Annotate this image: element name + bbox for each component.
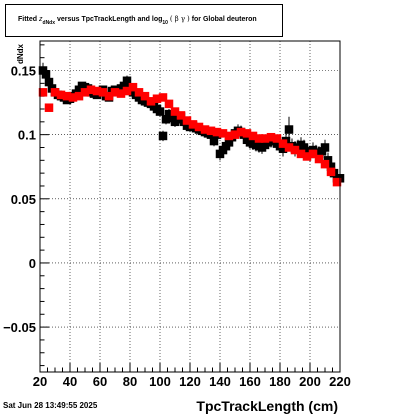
data-point [80, 88, 90, 97]
data-point [122, 86, 132, 96]
data-point [155, 107, 165, 116]
data-point [308, 149, 318, 159]
x-tick-label: 140 [209, 374, 231, 389]
y-tick-label: 0.15 [11, 64, 36, 79]
data-point [224, 131, 234, 141]
x-tick-label: 60 [93, 374, 107, 389]
data-point [278, 144, 288, 154]
data-point [230, 130, 240, 139]
x-tick-label: 200 [299, 374, 321, 389]
x-tick-label: 160 [239, 374, 261, 389]
data-point [41, 70, 51, 79]
data-point [110, 88, 120, 97]
footer-datetime: Sat Jun 28 13:49:55 2025 [3, 401, 98, 410]
data-point [248, 131, 258, 141]
series-1 [38, 82, 342, 187]
data-point [116, 89, 126, 98]
data-point [284, 125, 294, 134]
y-tick-label: 0 [29, 256, 36, 271]
data-point [302, 152, 312, 161]
data-point [224, 138, 234, 147]
data-point [38, 88, 48, 97]
data-point [86, 85, 96, 95]
data-point [266, 132, 276, 142]
title-part2: versus TpcTrackLength and log [56, 16, 163, 23]
data-point [194, 122, 204, 132]
chart-title: Fitted zdNdx versus TpcTrackLength and l… [18, 15, 257, 26]
data-point [50, 88, 60, 97]
x-axis-title: TpcTrackLength (cm) [196, 398, 338, 414]
data-point [119, 81, 129, 91]
x-tick-label: 20 [33, 374, 47, 389]
data-point [152, 94, 162, 103]
data-point [146, 97, 156, 106]
data-point [62, 91, 72, 101]
data-point [284, 143, 294, 152]
data-point [104, 91, 114, 101]
title-part3: for Global deuteron [191, 16, 257, 23]
y-tick-label: −0.05 [3, 320, 36, 335]
data-point [332, 177, 342, 187]
y-axis-title: dNdx [16, 43, 25, 64]
data-point [326, 167, 336, 177]
data-point [158, 93, 168, 102]
plot-frame [39, 40, 341, 373]
data-point [218, 129, 228, 138]
data-point [176, 111, 186, 120]
data-point [92, 86, 102, 96]
x-tick-label: 180 [269, 374, 291, 389]
data-point [209, 136, 219, 146]
data-point [188, 120, 198, 129]
data-point [278, 139, 288, 148]
x-tick-label: 220 [329, 374, 351, 389]
y-tick-label: 0.05 [11, 192, 36, 207]
data-point [242, 129, 252, 138]
data-point [44, 103, 54, 112]
data-point [212, 127, 222, 137]
data-point [140, 91, 150, 101]
x-tick-label: 120 [179, 374, 201, 389]
data-point [296, 149, 306, 159]
data-point [200, 125, 210, 134]
title-box: Fitted zdNdx versus TpcTrackLength and l… [5, 4, 283, 37]
data-point [314, 154, 324, 164]
data-point [74, 91, 84, 101]
data-point [206, 126, 216, 136]
data-point [260, 134, 270, 143]
x-tick-label: 80 [123, 374, 137, 389]
y-tick-label: 0.1 [18, 128, 36, 143]
x-tick-label: 40 [63, 374, 77, 389]
data-point [68, 93, 78, 102]
title-greek: β γ [174, 15, 186, 23]
data-point [326, 162, 336, 171]
data-point [161, 115, 171, 124]
data-point [98, 88, 108, 97]
data-point [170, 107, 180, 116]
data-point [182, 116, 192, 125]
data-point [290, 145, 300, 155]
data-point [320, 143, 330, 152]
data-point [44, 77, 54, 87]
data-point [128, 82, 138, 92]
data-point [56, 90, 66, 100]
title-paren-open: ( [169, 15, 173, 23]
data-point [158, 131, 168, 141]
x-tick-label: 100 [149, 374, 171, 389]
title-part1: Fitted [18, 16, 38, 23]
data-point [320, 159, 330, 169]
data-point [254, 134, 264, 143]
title-var-sub: dNdx [42, 20, 56, 26]
data-point [134, 88, 144, 97]
data-point [272, 134, 282, 143]
data-point [122, 76, 132, 86]
data-point [236, 127, 246, 137]
title-var: z [39, 16, 43, 23]
title-paren-close: ) [187, 15, 190, 23]
title-log-sub: 10 [162, 20, 168, 26]
data-point [164, 99, 174, 109]
